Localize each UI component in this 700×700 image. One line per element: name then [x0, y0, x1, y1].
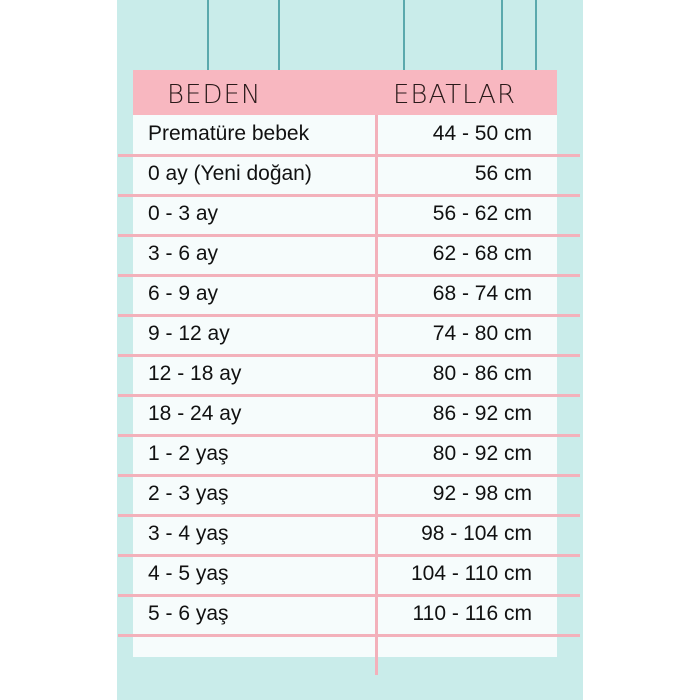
- measurement-cell: 56 cm: [474, 162, 532, 185]
- hanging-string: [207, 0, 209, 72]
- row-divider: [118, 554, 580, 557]
- measurement-cell: 44 - 50 cm: [432, 122, 532, 145]
- measurement-cell: 62 - 68 cm: [432, 242, 532, 265]
- measurement-cell: 86 - 92 cm: [432, 402, 532, 425]
- row-divider: [118, 634, 580, 637]
- measurement-cell: 80 - 92 cm: [432, 442, 532, 465]
- header-measurements: EBATLAR: [393, 80, 517, 110]
- measurement-cell: 80 - 86 cm: [432, 362, 532, 385]
- size-cell: 9 - 12 ay: [148, 322, 230, 345]
- size-cell: 6 - 9 ay: [148, 282, 219, 305]
- row-divider: [118, 514, 580, 517]
- size-cell: 1 - 2 yaş: [148, 442, 229, 465]
- measurement-cell: 98 - 104 cm: [421, 522, 532, 545]
- header-size: BEDEN: [167, 80, 262, 110]
- measurement-cell: 56 - 62 cm: [432, 202, 532, 225]
- hanging-string: [278, 0, 280, 72]
- hanging-string: [501, 0, 503, 72]
- measurement-cell: 68 - 74 cm: [432, 282, 532, 305]
- row-divider: [118, 354, 580, 357]
- row-divider: [118, 314, 580, 317]
- size-cell: 0 - 3 ay: [148, 202, 219, 225]
- size-cell: 18 - 24 ay: [148, 402, 242, 425]
- size-cell: 12 - 18 ay: [148, 362, 242, 385]
- measurement-cell: 74 - 80 cm: [432, 322, 532, 345]
- size-cell: 3 - 6 ay: [148, 242, 219, 265]
- row-divider: [118, 274, 580, 277]
- measurement-cell: 104 - 110 cm: [410, 562, 532, 585]
- size-cell: 3 - 4 yaş: [148, 522, 229, 545]
- hanging-string: [403, 0, 405, 72]
- row-divider: [118, 434, 580, 437]
- row-divider: [118, 394, 580, 397]
- size-cell: 2 - 3 yaş: [148, 482, 229, 505]
- size-cell: 5 - 6 yaş: [148, 602, 229, 625]
- size-cell: 4 - 5 yaş: [148, 562, 229, 585]
- row-divider: [118, 234, 580, 237]
- hanging-string: [535, 0, 537, 72]
- size-cell: Prematüre bebek: [148, 122, 310, 145]
- measurement-cell: 110 - 116 cm: [412, 602, 532, 625]
- table-header: [133, 70, 557, 115]
- measurement-cell: 92 - 98 cm: [432, 482, 532, 505]
- row-divider: [118, 194, 580, 197]
- row-divider: [118, 594, 580, 597]
- row-divider: [118, 474, 580, 477]
- row-divider: [118, 154, 580, 157]
- size-table: [133, 70, 557, 657]
- size-cell: 0 ay (Yeni doğan): [148, 162, 312, 185]
